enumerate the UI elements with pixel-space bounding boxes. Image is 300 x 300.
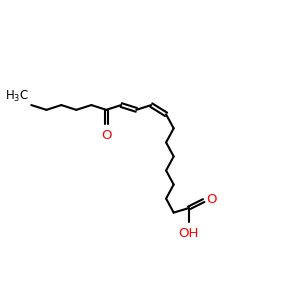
- Text: OH: OH: [178, 227, 199, 240]
- Text: O: O: [101, 129, 112, 142]
- Text: $\mathsf{H_3C}$: $\mathsf{H_3C}$: [5, 88, 29, 104]
- Text: O: O: [206, 193, 217, 206]
